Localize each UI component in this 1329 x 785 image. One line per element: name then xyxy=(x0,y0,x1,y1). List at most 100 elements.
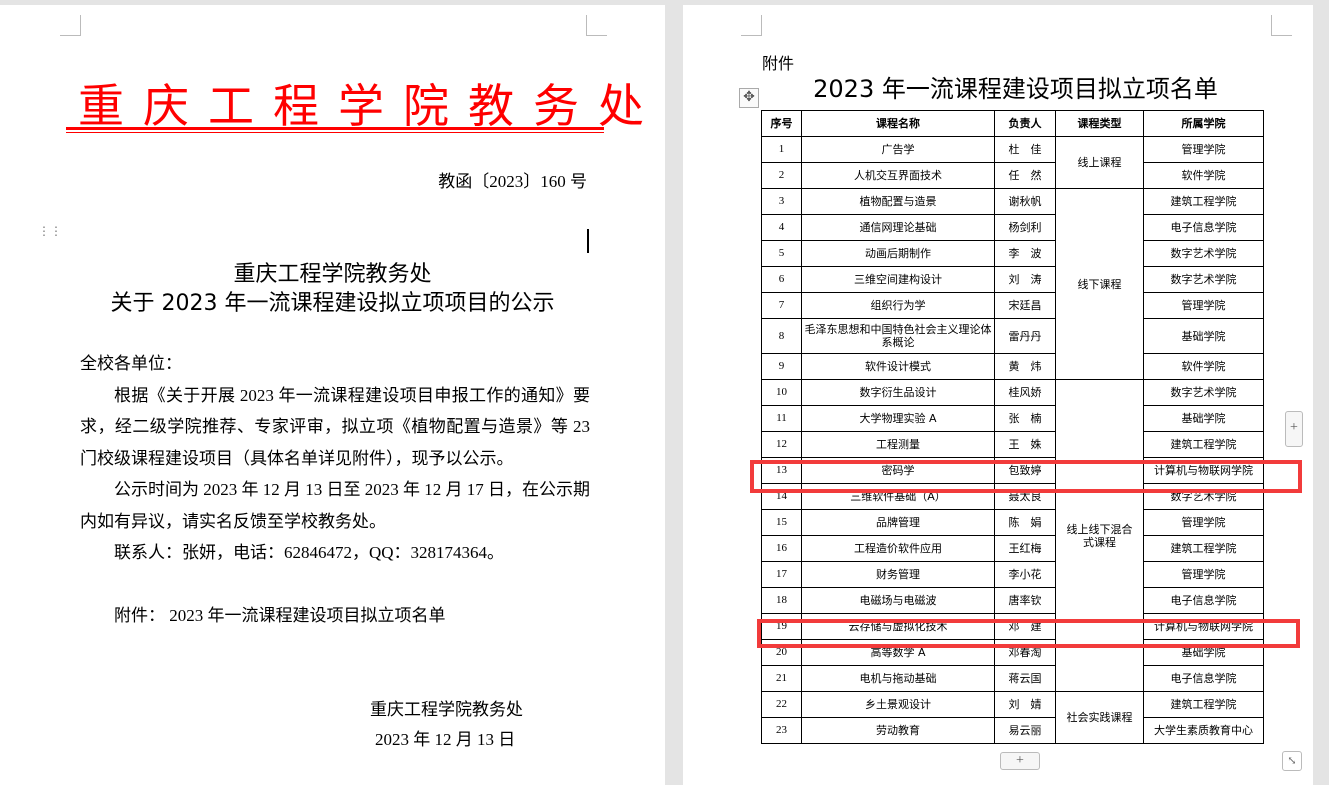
college: 计算机与物联网学院 xyxy=(1143,457,1264,484)
row-number: 6 xyxy=(761,266,802,293)
add-column-button[interactable]: + xyxy=(1285,411,1303,447)
salutation: 全校各单位： xyxy=(80,354,182,373)
table-row: 3 植物配置与造景 谢秋帆 线下课程 建筑工程学院 xyxy=(761,188,1264,380)
row-number: 2 xyxy=(761,162,802,189)
row-number: 13 xyxy=(761,457,802,484)
college: 基础学院 xyxy=(1143,318,1264,354)
contact-line: 联系人：张妍，电话：62846472，QQ：328174364。 xyxy=(114,543,505,562)
course-name: 密码学 xyxy=(801,457,995,484)
margin-corner-mark xyxy=(741,15,762,36)
instructor: 雷丹丹 xyxy=(994,318,1056,354)
notice-heading-line1: 重庆工程学院教务处 xyxy=(233,262,432,287)
instructor: 包致婷 xyxy=(994,457,1056,484)
column-header: 课程类型 xyxy=(1055,110,1144,137)
college: 软件学院 xyxy=(1143,353,1264,380)
course-name: 三维软件基础（A） xyxy=(801,483,995,510)
college: 数字艺术学院 xyxy=(1143,379,1264,406)
college: 建筑工程学院 xyxy=(1143,188,1264,215)
instructor: 王 姝 xyxy=(994,431,1056,458)
margin-corner-mark xyxy=(586,15,607,36)
college: 建筑工程学院 xyxy=(1143,691,1264,718)
college: 管理学院 xyxy=(1143,561,1264,588)
college: 软件学院 xyxy=(1143,162,1264,189)
table-row: 9 软件设计模式黄 炜 软件学院 xyxy=(761,353,1264,380)
column-header: 所属学院 xyxy=(1143,110,1264,137)
table-move-icon[interactable]: ✥ xyxy=(739,88,759,108)
paragraph: 根据《关于开展 2023 年一流课程建设项目申报工作的通知》要求，经二级学院推荐… xyxy=(80,385,590,468)
course-name: 电磁场与电磁波 xyxy=(801,587,995,614)
instructor: 桂风娇 xyxy=(994,379,1056,406)
row-number: 22 xyxy=(761,691,802,718)
table-resize-icon[interactable]: ⤡ xyxy=(1282,751,1302,771)
row-number: 3 xyxy=(761,188,802,215)
instructor: 杨剑利 xyxy=(994,214,1056,241)
row-number: 17 xyxy=(761,561,802,588)
row-number: 12 xyxy=(761,431,802,458)
table-row: 15 品牌管理陈 娟 管理学院 xyxy=(761,509,1264,536)
course-name: 植物配置与造景 xyxy=(801,188,995,215)
table-row: 12 工程测量王 姝 建筑工程学院 xyxy=(761,431,1264,458)
table-row: 20 高等数学 A 邓春淘 基础学院 xyxy=(761,639,1264,666)
table-row: 21 电机与拖动基础 蒋云国 电子信息学院 xyxy=(761,665,1264,692)
college: 管理学院 xyxy=(1143,509,1264,536)
column-header: 课程名称 xyxy=(801,110,995,137)
college: 管理学院 xyxy=(1143,136,1264,163)
course-name: 三维空间建构设计 xyxy=(801,266,995,293)
instructor: 邓春淘 xyxy=(994,639,1056,666)
course-name: 品牌管理 xyxy=(801,509,995,536)
row-number: 19 xyxy=(761,613,802,640)
course-name: 工程测量 xyxy=(801,431,995,458)
college: 数字艺术学院 xyxy=(1143,240,1264,267)
course-type: 社会实践课程 xyxy=(1055,691,1144,744)
table-row: 8 毛泽东思想和中国特色社会主义理论体系概论 雷丹丹 基础学院 xyxy=(761,318,1264,354)
college: 基础学院 xyxy=(1143,405,1264,432)
course-type: 线上课程 xyxy=(1055,136,1144,189)
row-number: 23 xyxy=(761,717,802,744)
row-number: 14 xyxy=(761,483,802,510)
course-name: 人机交互界面技术 xyxy=(801,162,995,189)
column-header: 负责人 xyxy=(994,110,1056,137)
course-name: 动画后期制作 xyxy=(801,240,995,267)
row-number: 11 xyxy=(761,405,802,432)
college: 管理学院 xyxy=(1143,292,1264,319)
table-row: 2 人机交互界面技术任 然 软件学院 xyxy=(761,162,1264,189)
add-row-button[interactable]: + xyxy=(1000,752,1040,770)
instructor: 谢秋帆 xyxy=(994,188,1056,215)
instructor: 李 波 xyxy=(994,240,1056,267)
course-name: 数字衍生品设计 xyxy=(801,379,995,406)
instructor: 易云丽 xyxy=(994,717,1056,744)
instructor: 杜 佳 xyxy=(994,136,1056,163)
column-header: 序号 xyxy=(761,110,802,137)
document-page-2: 附件 2023 年一流课程建设项目拟立项名单 ✥ 序号 课程名称 负责人 课程类型 所属… xyxy=(683,5,1313,785)
table-row: 5 动画后期制作李 波 数字艺术学院 xyxy=(761,240,1264,267)
course-type: 线下课程 xyxy=(1055,188,1144,380)
table-row: 18 电磁场与电磁波 唐率钦 电子信息学院 xyxy=(761,587,1264,614)
document-number: 教函〔2023〕160 号 xyxy=(438,172,587,191)
row-number: 15 xyxy=(761,509,802,536)
attachment-label: 附件 xyxy=(762,54,795,73)
course-name: 云存储与虚拟化技术 xyxy=(801,613,995,640)
letterhead-title: 重庆工程学院教务处 xyxy=(78,79,663,133)
drag-handle-icon[interactable]: ⋮⋮ xyxy=(38,224,62,238)
instructor: 宋廷昌 xyxy=(994,292,1056,319)
table-row: 13 密码学 包致婷 计算机与物联网学院 xyxy=(761,457,1264,484)
table-row: 14 三维软件基础（A） 聂太良 数字艺术学院 xyxy=(761,483,1264,510)
course-name: 通信网理论基础 xyxy=(801,214,995,241)
row-number: 7 xyxy=(761,292,802,319)
college: 电子信息学院 xyxy=(1143,587,1264,614)
instructor: 李小花 xyxy=(994,561,1056,588)
attachment-title: 2023 年一流课程建设项目拟立项名单 xyxy=(813,75,1218,103)
table-row: 7 组织行为学 宋廷昌 管理学院 xyxy=(761,292,1264,319)
course-type: 线上线下混合式课程 xyxy=(1055,379,1144,692)
college: 数字艺术学院 xyxy=(1143,483,1264,510)
table-row: 6 三维空间建构设计刘 涛 数字艺术学院 xyxy=(761,266,1264,293)
notice-heading-line2: 关于 2023 年一流课程建设拟立项项目的公示 xyxy=(110,291,555,316)
instructor: 聂太良 xyxy=(994,483,1056,510)
course-name: 广告学 xyxy=(801,136,995,163)
paragraph: 公示时间为 2023 年 12 月 13 日至 2023 年 12 月 17 日… xyxy=(80,480,590,531)
course-name: 财务管理 xyxy=(801,561,995,588)
course-name: 乡土景观设计 xyxy=(801,691,995,718)
course-table: 序号 课程名称 负责人 课程类型 所属学院 1 广告学杜 佳线上课程 管理学院 2 人机交互界面… xyxy=(761,110,1264,744)
course-name: 高等数学 A xyxy=(801,639,995,666)
